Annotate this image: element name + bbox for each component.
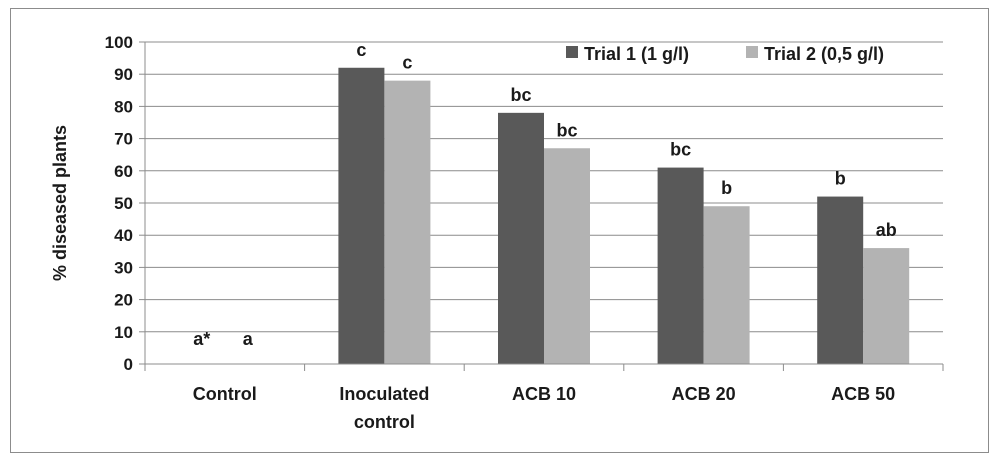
x-category-label: Control <box>193 384 257 404</box>
bar-data-label: a <box>243 329 254 349</box>
bar-2-2 <box>384 80 431 364</box>
y-tick-label: 0 <box>124 355 133 374</box>
x-category-label: ACB 10 <box>512 384 576 404</box>
legend-label-2: Trial 2 (0,5 g/l) <box>764 44 884 64</box>
x-category-label: ACB 20 <box>672 384 736 404</box>
bar-data-label: ab <box>876 220 897 240</box>
y-tick-label: 80 <box>114 97 133 116</box>
bar-data-label: a* <box>193 329 210 349</box>
bar-1-4 <box>657 167 704 364</box>
y-tick-label: 10 <box>114 323 133 342</box>
bar-1-2 <box>338 67 385 364</box>
x-category-label: ACB 50 <box>831 384 895 404</box>
y-axis-title: % diseased plants <box>50 125 70 281</box>
y-tick-label: 90 <box>114 65 133 84</box>
y-tick-label: 40 <box>114 226 133 245</box>
y-tick-label: 20 <box>114 291 133 310</box>
bar-2-4 <box>703 206 750 364</box>
x-category-label: control <box>354 412 415 432</box>
bar-data-label: b <box>835 169 846 189</box>
bar-2-5 <box>863 248 910 364</box>
bar-data-label: bc <box>556 120 577 140</box>
y-tick-label: 60 <box>114 162 133 181</box>
bar-data-label: b <box>721 178 732 198</box>
y-tick-label: 70 <box>114 130 133 149</box>
bar-data-label: c <box>402 53 412 73</box>
bar-1-3 <box>498 112 544 364</box>
y-tick-label: 50 <box>114 194 133 213</box>
legend-label-1: Trial 1 (1 g/l) <box>584 44 689 64</box>
legend-swatch-2 <box>746 46 758 58</box>
y-tick-label: 30 <box>114 258 133 277</box>
bar-1-5 <box>817 196 864 364</box>
bar-data-label: bc <box>670 140 691 160</box>
bar-data-label: c <box>356 40 366 60</box>
y-tick-label: 100 <box>105 33 133 52</box>
bar-2-3 <box>544 148 590 364</box>
legend-swatch-1 <box>566 46 578 58</box>
x-category-label: Inoculated <box>339 384 429 404</box>
bar-data-label: bc <box>510 85 531 105</box>
